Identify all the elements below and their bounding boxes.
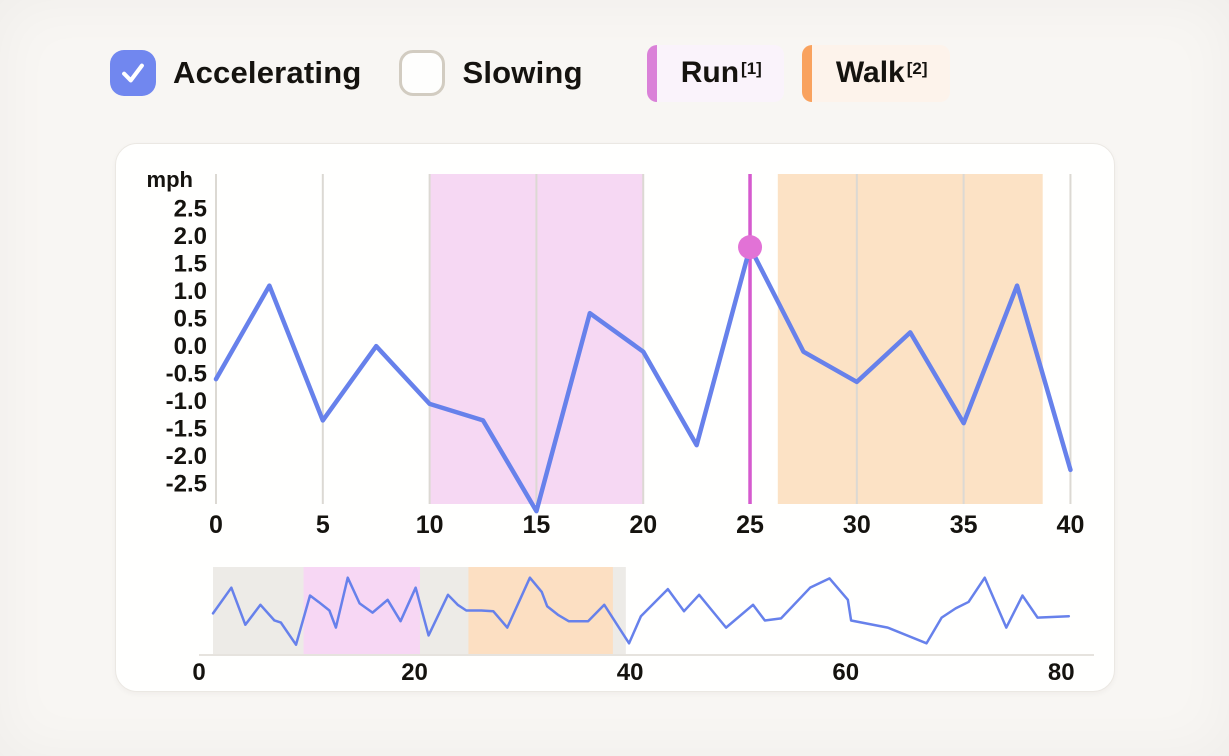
series-legend: Run [1] Walk [2] xyxy=(646,44,950,102)
chart-card: 2.5 2.0 1.5 1.0 0.5 0.0 -0.5 -1.0 -1.5 -2.0 -2.5 mp… xyxy=(115,143,1115,692)
legend-run-chip[interactable]: Run [1] xyxy=(646,44,784,102)
overview-x-tick-label: 20 xyxy=(401,659,428,686)
y-tick-label: 0.5 xyxy=(174,306,207,333)
overview-x-tick-label: 60 xyxy=(832,659,859,686)
slowing-checkbox[interactable] xyxy=(399,50,446,96)
y-tick-label: -1.0 xyxy=(166,388,207,415)
speed-charts[interactable]: 2.52.01.51.00.50.0-0.5-1.0-1.5-2.0-2.5 mp… xyxy=(115,143,1115,692)
x-tick-label: 15 xyxy=(523,511,551,539)
run-color-bar-icon xyxy=(646,44,657,102)
y-tick-label: -0.5 xyxy=(166,361,207,388)
legend-walk-chip[interactable]: Walk [2] xyxy=(801,44,950,102)
accelerating-label: Accelerating xyxy=(173,55,362,90)
walk-region-band xyxy=(777,174,1043,504)
x-tick-label: 25 xyxy=(736,511,764,539)
y-tick-label: 2.5 xyxy=(174,196,207,223)
selected-point-marker[interactable] xyxy=(738,235,763,260)
y-tick-label: -1.5 xyxy=(166,416,207,443)
slowing-label: Slowing xyxy=(462,55,583,90)
y-tick-label: -2.5 xyxy=(166,471,207,498)
x-tick-label: 20 xyxy=(629,511,657,539)
overview-line xyxy=(211,576,1071,646)
walk-color-bar-icon xyxy=(801,44,812,102)
y-tick-label: 2.0 xyxy=(174,223,207,250)
y-tick-label: -2.0 xyxy=(166,443,207,470)
y-tick-label: 0.0 xyxy=(174,333,207,360)
check-icon xyxy=(122,63,144,83)
x-tick-label: 5 xyxy=(316,511,330,539)
walk-label: Walk xyxy=(835,56,905,89)
x-tick-label: 0 xyxy=(209,511,223,539)
y-axis-unit-label: mph xyxy=(147,167,193,192)
run-label: Run xyxy=(680,56,740,89)
run-superscript: [1] xyxy=(741,59,762,78)
y-tick-label: 1.5 xyxy=(174,251,207,278)
y-tick-label: 1.0 xyxy=(174,278,207,305)
overview-x-tick-label: 0 xyxy=(192,659,205,686)
accelerating-checkbox[interactable] xyxy=(110,50,156,96)
walk-superscript: [2] xyxy=(906,59,928,78)
speed-line xyxy=(213,244,1073,514)
x-tick-label: 10 xyxy=(416,511,444,539)
overview-x-tick-label: 40 xyxy=(617,659,644,686)
overview-x-tick-label: 80 xyxy=(1048,659,1075,686)
overview-run-region-band xyxy=(303,567,420,654)
x-tick-label: 30 xyxy=(843,511,871,539)
x-tick-label: 35 xyxy=(950,511,978,539)
x-tick-label: 40 xyxy=(1057,511,1085,539)
filter-controls: Accelerating Slowing Run [1] Walk [2] xyxy=(110,44,950,102)
